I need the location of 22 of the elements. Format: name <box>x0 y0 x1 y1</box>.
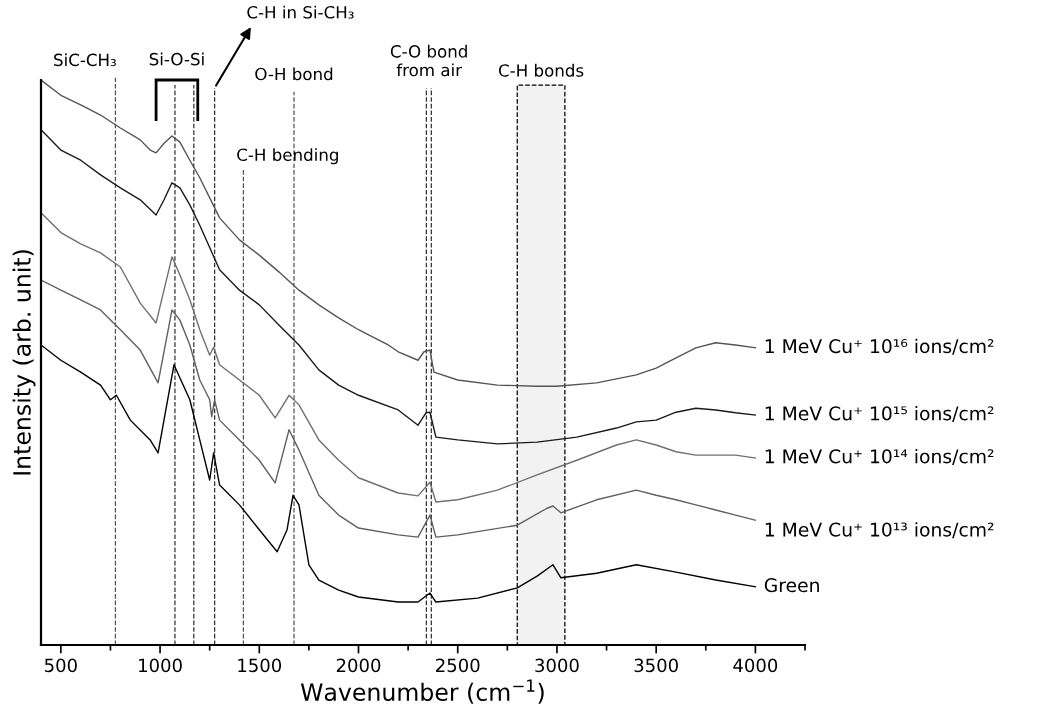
band-label: C-H bonds <box>498 63 584 77</box>
ref-line-label: C-O bond from air <box>390 44 467 77</box>
ref-line-label: O-H bond <box>255 67 333 81</box>
x-axis-title: Wavenumber (cm$^{−1}$) <box>300 679 544 704</box>
y-axis-title: Intensity (arb. unit) <box>12 250 36 475</box>
x-tick-label: 500 <box>45 658 77 673</box>
x-tick-label: 1500 <box>238 658 282 673</box>
x-tick-label: 1000 <box>139 658 182 673</box>
ref-line-label: C-H in Si-CH₃ <box>247 5 354 19</box>
x-tick-label: 2000 <box>336 658 381 673</box>
ref-line-label: C-H bending <box>237 148 338 165</box>
ref-line-label: SiC-CH₃ <box>54 53 116 67</box>
series-label: 1 MeV Cu⁺ 10¹⁶ ions/cm² <box>765 338 994 355</box>
x-tick-label: 4000 <box>733 658 778 673</box>
x-tick-label: 3000 <box>535 658 579 673</box>
series-label: 1 MeV Cu⁺ 10¹⁵ ions/cm² <box>765 405 994 422</box>
x-tick-label: 3500 <box>634 658 678 673</box>
series-label: 1 MeV Cu⁺ 10¹³ ions/cm² <box>765 522 994 539</box>
series-label: 1 MeV Cu⁺ 10¹⁴ ions/cm² <box>765 448 994 465</box>
text: Si-O-Si <box>149 52 204 66</box>
series-label: Green <box>764 578 819 593</box>
x-tick-label: 2500 <box>436 658 480 673</box>
